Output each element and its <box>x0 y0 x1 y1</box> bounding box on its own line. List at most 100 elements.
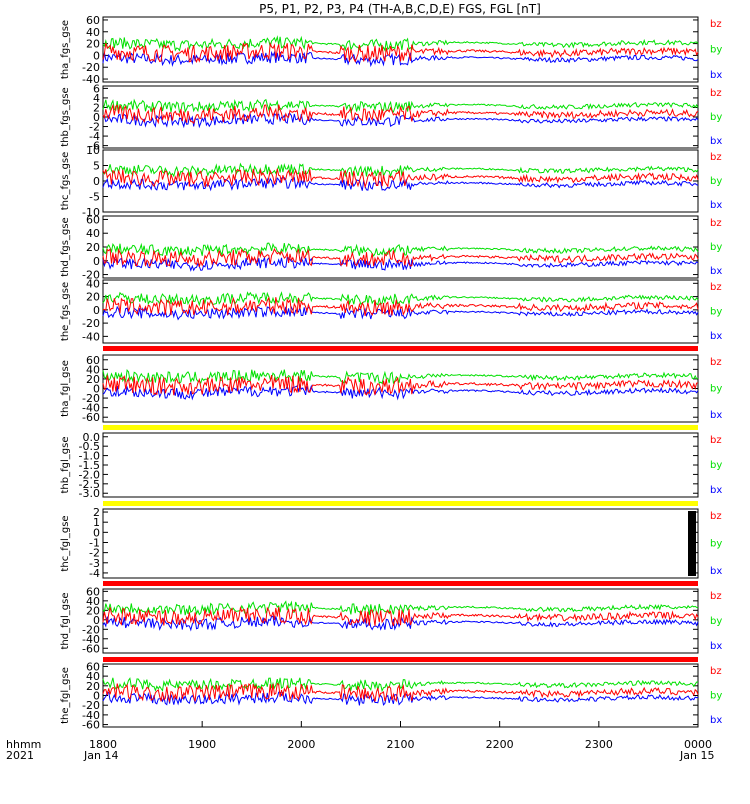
y-tick-label: -40 <box>82 709 100 722</box>
legend-bx: bx <box>710 566 722 577</box>
y-tick-label: 0 <box>93 383 100 396</box>
panel-frame <box>102 215 699 279</box>
y-tick-label: -4 <box>89 130 100 143</box>
thd-availability-bar <box>103 581 698 586</box>
time-tick-label: 2300 <box>585 738 613 751</box>
y-tick-label: -40 <box>82 330 100 343</box>
legend-bz: bz <box>710 282 722 293</box>
legend-bz: bz <box>710 88 722 99</box>
the-availability-bar <box>103 657 698 662</box>
legend-bx: bx <box>710 331 722 342</box>
date-label-start: Jan 14 <box>83 749 118 762</box>
y-tick-label: 20 <box>86 604 100 617</box>
y-tick-label: -60 <box>82 411 100 424</box>
legend-bz: bz <box>710 357 722 368</box>
y-tick-label: -0.5 <box>79 440 100 453</box>
y-axis-label: thd_fgl_gse <box>60 593 71 650</box>
y-tick-label: -2 <box>89 121 100 134</box>
y-axis-label: thd_fgs_gse <box>60 217 71 276</box>
y-tick-label: 40 <box>86 227 100 240</box>
y-tick-label: 0 <box>93 255 100 268</box>
legend-by: by <box>710 307 722 318</box>
y-tick-label: -5 <box>89 191 100 204</box>
y-tick-label: 2 <box>93 101 100 114</box>
legend-by: by <box>710 176 722 187</box>
y-tick-label: 0 <box>93 175 100 188</box>
series-bz <box>102 682 699 704</box>
y-tick-label: -2.0 <box>79 468 100 481</box>
y-tick-label: -1.0 <box>79 450 100 463</box>
legend-by: by <box>710 112 722 123</box>
y-tick-label: 0 <box>93 304 100 317</box>
y-tick-label: 0.0 <box>83 431 101 444</box>
legend-by: by <box>710 691 722 702</box>
legend-bz: bz <box>710 19 722 30</box>
y-tick-label: 0 <box>93 690 100 703</box>
time-tick-label: 0000 <box>684 738 712 751</box>
y-tick-label: 0 <box>93 111 100 124</box>
time-axis: hhmm 2021 Jan 14 Jan 15 1800 1900 2000 2100… <box>6 721 714 762</box>
y-tick-label: -2.5 <box>79 478 100 491</box>
time-tick-label: 2000 <box>287 738 315 751</box>
series-bz <box>102 247 699 268</box>
legend-bx: bx <box>710 485 722 496</box>
panel-frame <box>102 508 699 579</box>
y-tick-label: 60 <box>86 660 100 673</box>
y-tick-label: -60 <box>82 642 100 655</box>
y-axis-label: the_fgs_gse <box>60 282 71 341</box>
series-bz <box>102 606 699 627</box>
series-bz <box>102 168 699 189</box>
legend-bz: bz <box>710 218 722 229</box>
y-tick-label: 60 <box>86 14 100 27</box>
series-bx <box>102 691 699 706</box>
legend-by: by <box>710 384 722 395</box>
panel-8: 210-1-2-3-4 thc_fgl_gse bz by bx <box>60 506 722 580</box>
y-axis-label: thb_fgs_gse <box>60 87 71 146</box>
legend-by: by <box>710 616 722 627</box>
y-tick-label: -20 <box>82 61 100 74</box>
legend-by: by <box>710 45 722 56</box>
legend-by: by <box>710 242 722 253</box>
series-by <box>102 35 699 53</box>
thc-availability-bar <box>103 501 698 506</box>
y-tick-label: -10 <box>82 206 100 219</box>
edge-marker <box>688 511 696 576</box>
series-by <box>102 291 699 307</box>
y-tick-label: -20 <box>82 699 100 712</box>
time-axis-row-label-year: 2021 <box>6 749 34 762</box>
y-tick-label: -1.5 <box>79 459 100 472</box>
y-tick-label: -20 <box>82 392 100 405</box>
y-tick-label: 2 <box>93 506 100 519</box>
tha-availability-bar <box>103 346 698 351</box>
panel-frame <box>102 16 699 83</box>
chart-title: P5, P1, P2, P3, P4 (TH-A,B,C,D,E) FGS, F… <box>259 2 541 16</box>
panel-7: 0.0-0.5-1.0-1.5-2.0-2.5-3.0 thb_fgl_gse bz… <box>60 431 722 500</box>
time-axis-row-label-hhmm: hhmm <box>6 738 41 751</box>
y-tick-label: 60 <box>86 585 100 598</box>
y-tick-label: -40 <box>82 402 100 415</box>
y-tick-label: -2 <box>89 547 100 560</box>
panel-frame <box>102 432 699 498</box>
legend-bx: bx <box>710 641 722 652</box>
y-tick-label: -40 <box>82 633 100 646</box>
y-tick-label: 40 <box>86 26 100 39</box>
y-tick-label: 0 <box>93 614 100 627</box>
y-tick-label: 40 <box>86 670 100 683</box>
time-tick-label: 2100 <box>387 738 415 751</box>
y-axis-label: thc_fgl_gse <box>60 515 71 571</box>
series-by <box>102 162 699 178</box>
y-tick-label: 1 <box>93 516 100 529</box>
legend-bx: bx <box>710 70 722 81</box>
legend-bx: bx <box>710 136 722 147</box>
y-axis-label: the_fgl_gse <box>60 667 71 724</box>
legend-bz: bz <box>710 666 722 677</box>
series-by <box>102 369 699 385</box>
